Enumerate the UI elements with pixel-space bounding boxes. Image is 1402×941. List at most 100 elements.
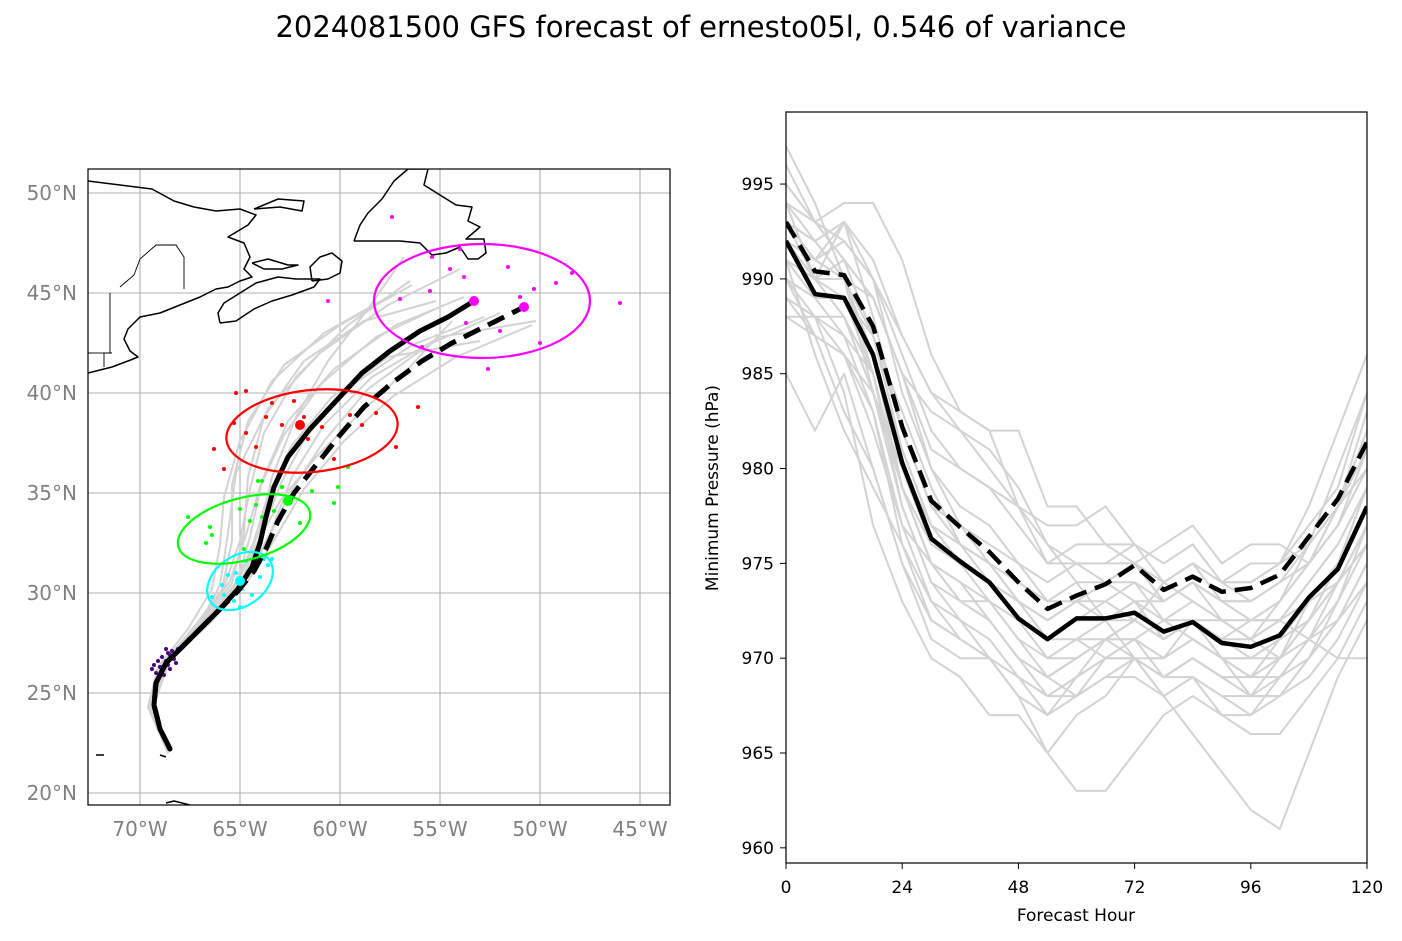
pressure-x-tick-label: 0 [781,878,792,898]
member-position-point [428,289,432,293]
ensemble-pressure-line [786,372,1367,717]
ensemble-pressure-line [786,259,1367,679]
coastline [165,800,191,805]
pressure-y-tick-label: 995 [742,175,774,195]
member-position-point [262,557,266,561]
map-y-tick-label: 50°N [27,181,77,205]
member-position-point [420,345,424,349]
member-position-point [458,247,462,251]
ensemble-pressure-line [786,202,1367,660]
ensemble-track [149,280,411,754]
pressure-x-tick-label: 120 [1351,878,1383,898]
ensemble-pressure-line [786,221,1367,603]
member-position-point [264,415,268,419]
member-position-point [166,663,170,667]
member-position-point [256,549,260,553]
member-position-point [506,265,510,269]
coastline [217,276,321,324]
member-position-point [222,467,226,471]
member-position-point [298,521,302,525]
ensemble-pressure-line [786,297,1367,698]
ensemble-pressure-line [786,278,1367,660]
ensemble-pressure-line [786,259,1367,792]
ensemble-track [151,268,461,754]
ensemble-pressure-line [786,183,1367,603]
member-position-point [212,447,216,451]
pressure-x-axis-label: Forecast Hour [1017,906,1135,926]
member-position-point [538,341,542,345]
member-position-point [462,275,466,279]
member-position-point [280,485,284,489]
member-position-point [390,215,394,219]
member-position-point [174,651,178,655]
member-position-point [310,489,314,493]
coastline [253,198,305,212]
coastline [353,169,487,260]
member-position-point [238,605,242,609]
pressure-y-axis-label: Minimum Pressure (hPa) [703,385,723,591]
pressure-y-tick-label: 960 [742,839,774,859]
member-position-point [250,593,254,597]
member-position-point [270,401,274,405]
member-position-point [430,255,434,259]
ensemble-pressure-line [786,315,1367,660]
member-position-point [346,465,350,469]
ensemble-track [151,320,453,754]
member-position-point [226,573,230,577]
ensemble-pressure-line [786,259,1367,660]
position-centroid [235,576,245,586]
mean-track-solid [151,298,477,752]
member-position-point [232,421,236,425]
ensemble-pressure-line [786,221,1367,622]
coastline [159,754,167,758]
ensemble-pressure-line [786,202,1367,622]
member-position-point [280,423,284,427]
member-position-point [498,329,502,333]
uncertainty-ellipse [372,242,592,360]
member-position-point [220,583,224,587]
member-position-point [154,671,158,675]
map-y-tick-label: 35°N [27,481,77,505]
map-x-tick-label: 60°W [312,817,367,841]
member-position-point [256,479,260,483]
member-position-point [244,431,248,435]
member-position-point [210,533,214,537]
coastline [309,252,343,282]
member-position-point [398,297,402,301]
map-y-tick-label: 40°N [27,381,77,405]
ensemble-track [151,256,405,754]
member-position-point [618,301,622,305]
ensemble-track [153,316,485,754]
member-position-point [302,415,306,419]
ensemble-pressure-line [786,221,1367,584]
member-position-point [258,575,262,579]
pressure-x-tick-label: 96 [1240,878,1262,898]
member-position-point [158,673,162,677]
member-position-point [160,655,164,659]
member-position-point [172,657,176,661]
member-position-point [254,445,258,449]
map-y-tick-label: 45°N [27,281,77,305]
member-position-point [186,515,190,519]
ensemble-pressure-line [786,164,1367,603]
map-frame [87,168,671,806]
member-position-point [222,593,226,597]
member-position-point [244,559,248,563]
member-position-point [394,445,398,449]
uncertainty-ellipse [206,550,274,612]
member-position-point [288,497,292,501]
member-position-point [246,569,250,573]
member-position-point [448,267,452,271]
ensemble-pressure-line [786,278,1367,698]
mean-track-dashed [151,304,526,751]
member-position-point [170,649,174,653]
ensemble-track [153,324,533,754]
pressure-y-tick-label: 970 [742,649,774,669]
member-position-point [464,321,468,325]
member-position-point [254,503,258,507]
map-x-tick-label: 65°W [212,817,267,841]
map-y-tick-label: 25°N [27,681,77,705]
ensemble-pressure-line [786,240,1367,717]
member-position-point [238,507,242,511]
